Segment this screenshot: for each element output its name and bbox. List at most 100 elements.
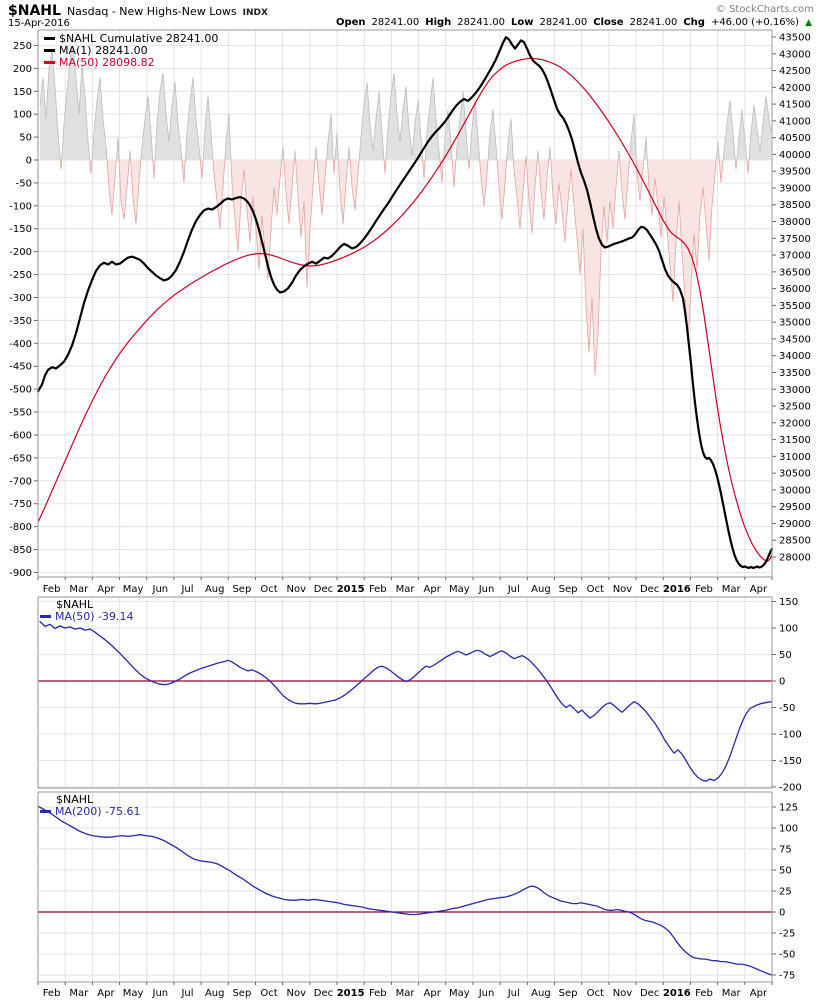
y-axis-right-label: 50 xyxy=(779,866,792,877)
y-axis-left-label: -150 xyxy=(9,224,32,235)
histogram-outline xyxy=(439,159,444,183)
histogram-outline xyxy=(525,155,527,161)
y-axis-right-label: 36000 xyxy=(779,284,811,295)
histogram-positive-area xyxy=(736,109,747,160)
x-axis-month-label: Jul xyxy=(507,988,520,999)
symbol: $NAHL xyxy=(8,3,61,19)
y-axis-right-label: 38500 xyxy=(779,200,811,211)
bottom-panel-legend: MA(200) -75.61 xyxy=(40,806,141,818)
histogram-positive-area xyxy=(185,77,201,160)
y-axis-left-label: -400 xyxy=(9,339,32,350)
histogram-outline xyxy=(467,159,471,170)
histogram-outline xyxy=(130,159,142,225)
y-axis-right-label: 35500 xyxy=(779,301,811,312)
histogram-outline xyxy=(617,150,621,161)
histogram-outline xyxy=(643,137,648,161)
x-axis-month-label: Mar xyxy=(69,988,89,999)
x-axis-month-label: Apr xyxy=(424,584,442,595)
x-axis-month-label: May xyxy=(449,988,470,999)
legend-ma1-label: MA(1) 28241.00 xyxy=(59,44,148,57)
histogram-outline xyxy=(715,141,720,161)
chart-date: 15-Apr-2016 xyxy=(8,18,70,29)
histogram-negative-area xyxy=(295,160,315,289)
histogram-positive-area xyxy=(155,72,182,160)
y-axis-right-label: 28500 xyxy=(779,536,811,547)
x-axis-month-label: Jun xyxy=(478,988,495,999)
chg-value: +46.00 (+0.16%) xyxy=(710,17,800,28)
x-axis-month-label: May xyxy=(123,988,144,999)
low-value: 28241.00 xyxy=(539,17,588,28)
histogram-outline xyxy=(91,77,108,161)
y-axis-right-label: 31000 xyxy=(779,452,811,463)
x-axis-month-label: Oct xyxy=(587,988,604,999)
y-axis-right-label: 37000 xyxy=(779,251,811,262)
histogram-outline xyxy=(295,159,316,289)
histogram-outline xyxy=(506,118,514,161)
histogram-outline xyxy=(202,95,214,161)
x-axis-month-label: May xyxy=(449,584,470,595)
x-axis-month-label: Oct xyxy=(260,584,277,595)
histogram-negative-area xyxy=(452,160,456,188)
y-axis-right-label: 50 xyxy=(779,650,792,661)
histogram-outline xyxy=(334,132,339,161)
chart-header: $NAHL Nasdaq - New Highs-New Lows INDX xyxy=(8,3,268,19)
x-axis-month-label: Mar xyxy=(722,584,742,595)
y-axis-left-label: -650 xyxy=(9,453,32,464)
legend-dash-icon xyxy=(40,614,51,618)
histogram-positive-area xyxy=(469,100,480,160)
histogram-positive-area xyxy=(629,114,637,160)
y-axis-left-label: -600 xyxy=(9,430,32,441)
histogram-outline xyxy=(349,159,360,211)
x-axis-month-label: Apr xyxy=(750,584,768,595)
histogram-outline xyxy=(337,159,349,225)
legend-dash-icon xyxy=(44,48,55,52)
close-value: 28241.00 xyxy=(629,17,678,28)
y-axis-left-label: 150 xyxy=(13,87,32,98)
y-axis-left-label: -750 xyxy=(9,499,32,510)
histogram-outline xyxy=(451,159,457,188)
y-axis-right-label: 25 xyxy=(779,887,792,898)
y-axis-right-label: 41500 xyxy=(779,100,811,111)
bottom-panel-symbol-label: $NAHL xyxy=(56,793,94,806)
legend-dash-icon xyxy=(44,36,55,40)
x-axis-month-label: 2015 xyxy=(337,988,365,999)
y-axis-left-label: 250 xyxy=(13,41,32,52)
mid-panel-legend: MA(50) -39.14 xyxy=(40,611,134,623)
copyright-text: © StockCharts.com xyxy=(715,4,814,15)
y-axis-right-label: 37500 xyxy=(779,234,811,245)
y-axis-right-label: 41000 xyxy=(779,116,811,127)
y-axis-left-label: -500 xyxy=(9,385,32,396)
y-axis-right-label: 31500 xyxy=(779,435,811,446)
x-axis-month-label: Aug xyxy=(205,584,225,595)
histogram-outline xyxy=(199,159,204,179)
panel-border xyxy=(37,596,773,789)
x-axis-month-label: Sep xyxy=(559,988,578,999)
close-label: Close xyxy=(593,17,624,28)
y-axis-left-label: 50 xyxy=(19,133,32,144)
histogram-positive-area xyxy=(425,77,440,160)
histogram-outline xyxy=(550,159,619,376)
chg-label: Chg xyxy=(683,17,705,28)
histogram-negative-area xyxy=(213,160,225,229)
x-axis-month-label: May xyxy=(123,584,144,595)
legend-dash-icon xyxy=(44,60,55,64)
x-axis-month-label: Mar xyxy=(722,988,742,999)
y-axis-right-label: 125 xyxy=(779,803,798,814)
mid-panel-ma-label: MA(50) -39.14 xyxy=(55,610,134,623)
series-ma-50- xyxy=(37,57,773,563)
y-axis-right-label: 39500 xyxy=(779,167,811,178)
y-axis-right-label: -50 xyxy=(779,703,795,714)
quote-bar: Open 28241.00 High 28241.00 Low 28241.00… xyxy=(336,17,812,28)
y-axis-right-label: 29500 xyxy=(779,502,811,513)
x-axis-month-label: Jun xyxy=(478,584,495,595)
bottom-panel-ma-label: MA(200) -75.61 xyxy=(55,805,141,818)
histogram-outline xyxy=(722,100,736,161)
y-axis-right-label: 28000 xyxy=(779,552,811,563)
y-axis-right-label: 34000 xyxy=(779,351,811,362)
histogram-outline xyxy=(443,109,453,161)
histogram-outline xyxy=(424,77,441,161)
legend-ma50-label: MA(50) 28098.82 xyxy=(59,56,155,69)
y-axis-left-label: -850 xyxy=(9,545,32,556)
y-axis-left-label: -100 xyxy=(9,201,32,212)
histogram-negative-area xyxy=(513,160,526,229)
